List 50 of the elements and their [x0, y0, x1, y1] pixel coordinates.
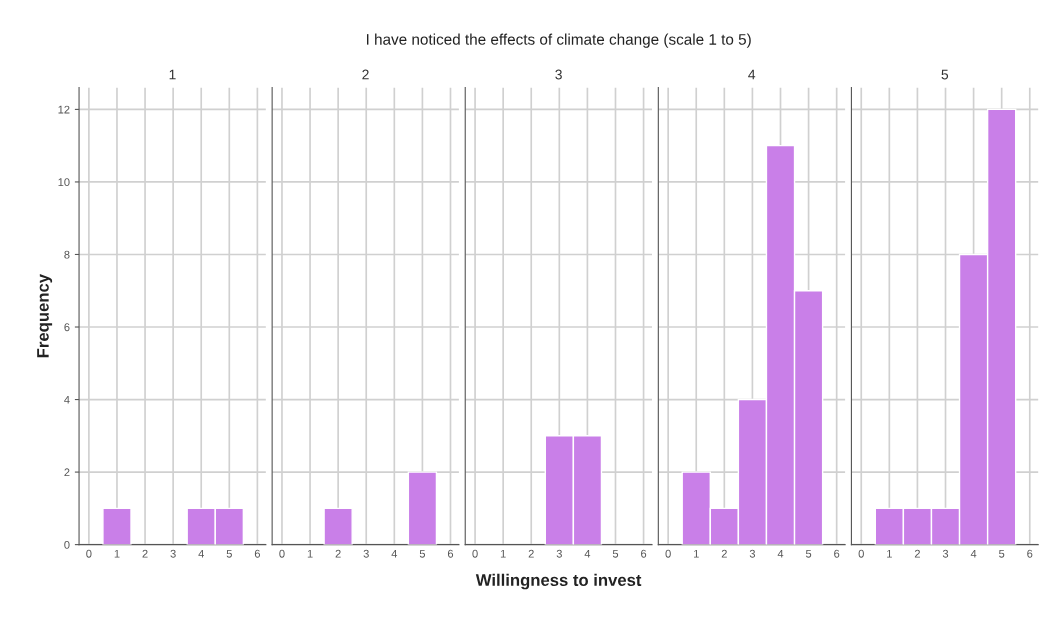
- x-tick-label: 1: [887, 549, 892, 558]
- y-tick-label: 8: [64, 250, 70, 259]
- chart-title: 5: [941, 69, 949, 80]
- x-tick-label: 0: [665, 549, 671, 558]
- x-tick-label: 1: [500, 549, 506, 558]
- y-tick-label: 10: [58, 178, 70, 187]
- y-tick-label: 0: [64, 540, 70, 549]
- x-tick-label: 0: [279, 549, 285, 558]
- x-tick-label: 3: [556, 549, 562, 558]
- chart-title: 1: [169, 69, 176, 80]
- x-tick-label: 6: [1027, 549, 1033, 558]
- x-tick-label: 6: [641, 549, 647, 558]
- y-tick-label: 12: [58, 105, 70, 114]
- x-tick-label: 4: [198, 549, 204, 558]
- x-tick-label: 0: [858, 549, 864, 558]
- x-tick-label: 4: [584, 549, 591, 558]
- text: I have noticed the effects of climate change (scale 1 to 5): [366, 33, 751, 48]
- x-tick-label: 4: [777, 549, 784, 558]
- chart-title: 2: [362, 69, 369, 80]
- x-tick-label: 0: [472, 549, 478, 558]
- x-tick-label: 2: [142, 549, 148, 558]
- x-tick-label: 0: [86, 549, 92, 558]
- x-tick-label: 3: [363, 549, 369, 558]
- chart-title: 3: [555, 69, 562, 80]
- x-tick-label: 2: [721, 549, 727, 558]
- x-tick-label: 1: [694, 549, 699, 558]
- y-axis-title: Frequency: [37, 274, 53, 358]
- y-tick-label: 6: [64, 323, 70, 332]
- x-tick-label: 1: [307, 549, 313, 558]
- x-tick-label: 1: [114, 549, 120, 558]
- x-tick-label: 2: [528, 549, 534, 558]
- x-tick-label: 6: [447, 549, 454, 558]
- x-tick-label: 5: [999, 549, 1005, 558]
- x-tick-label: 4: [970, 549, 977, 558]
- x-tick-label: 3: [170, 549, 176, 558]
- x-axis-title: Willingness to invest: [475, 573, 642, 590]
- x-tick-label: 5: [805, 549, 812, 558]
- x-tick-label: 3: [749, 549, 756, 558]
- x-tick-label: 5: [612, 549, 619, 558]
- x-tick-label: 4: [391, 549, 398, 558]
- x-tick-label: 6: [834, 549, 840, 558]
- x-tick-label: 2: [335, 549, 341, 558]
- x-tick-label: 5: [419, 549, 426, 558]
- x-tick-label: 5: [226, 549, 232, 558]
- x-tick-label: 3: [942, 549, 949, 558]
- x-tick-label: 6: [254, 549, 260, 558]
- x-tick-label: 2: [914, 549, 920, 558]
- y-tick-label: 4: [64, 395, 70, 404]
- y-tick-label: 2: [64, 468, 70, 477]
- chart-title: 4: [748, 69, 756, 80]
